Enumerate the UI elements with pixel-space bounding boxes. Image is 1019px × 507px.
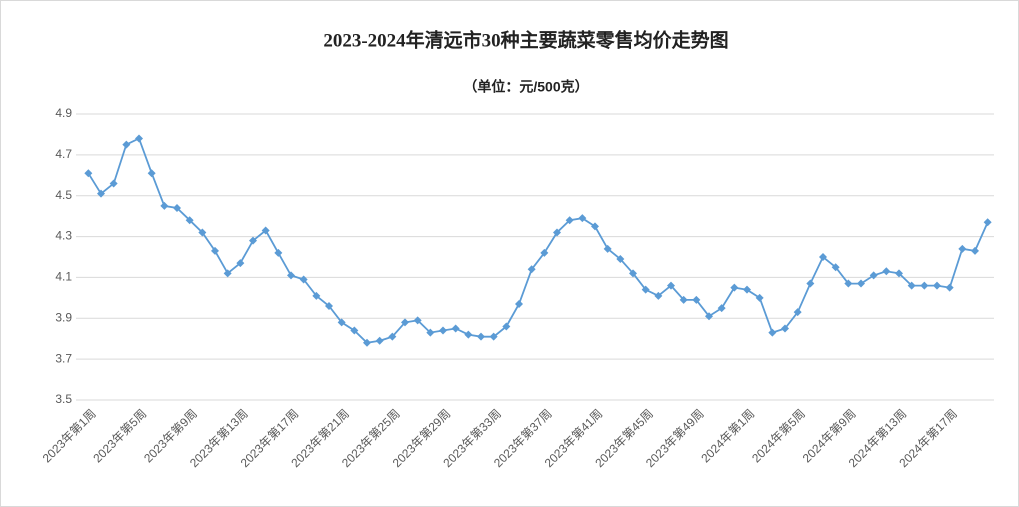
point-marker (198, 228, 207, 237)
point-marker (679, 295, 688, 304)
point-marker (211, 246, 219, 255)
point-marker (261, 226, 270, 235)
point-marker (882, 267, 891, 276)
point-marker (312, 291, 321, 300)
point-marker (553, 228, 561, 237)
point-marker (629, 269, 637, 278)
point-marker (806, 279, 815, 288)
point-marker (971, 246, 979, 255)
point-marker (565, 216, 574, 225)
y-tick-label: 4.1 (55, 270, 72, 284)
point-marker (667, 281, 675, 290)
point-marker (831, 263, 840, 272)
point-marker (122, 140, 131, 149)
point-marker (388, 332, 397, 341)
point-marker (375, 336, 384, 345)
point-marker (692, 295, 701, 304)
point-marker (730, 283, 739, 292)
point-marker (819, 253, 827, 261)
point-marker (958, 244, 967, 253)
point-marker (920, 281, 929, 290)
point-marker (97, 189, 105, 198)
point-marker (489, 332, 498, 341)
y-tick-label: 3.9 (55, 310, 72, 324)
point-marker (515, 299, 523, 308)
point-marker (160, 201, 169, 210)
point-marker (755, 293, 764, 302)
point-marker (325, 302, 333, 311)
point-marker (933, 281, 941, 290)
point-marker (287, 271, 295, 280)
point-marker (413, 316, 422, 325)
point-marker (907, 281, 916, 290)
point-marker (616, 255, 625, 264)
point-marker (363, 338, 371, 347)
point-marker (895, 269, 903, 278)
y-tick-label: 4.5 (55, 188, 72, 202)
y-tick-label: 4.9 (55, 106, 72, 120)
point-marker (337, 318, 346, 327)
y-tick-label: 3.7 (55, 351, 72, 365)
point-marker (299, 275, 308, 284)
point-marker (502, 322, 511, 331)
point-marker (185, 216, 194, 225)
point-marker (578, 214, 587, 223)
point-marker (540, 248, 549, 257)
point-marker (743, 285, 751, 294)
point-marker (983, 218, 992, 227)
point-marker (705, 312, 713, 321)
point-marker (223, 269, 232, 278)
point-marker (477, 332, 485, 341)
point-marker (844, 279, 853, 288)
point-marker (84, 169, 93, 178)
point-marker (717, 304, 726, 313)
y-tick-label: 4.7 (55, 147, 72, 161)
chart-title: 2023-2024年清远市30种主要蔬菜零售均价走势图 (323, 28, 728, 51)
point-marker (173, 203, 181, 212)
point-marker (857, 279, 865, 288)
point-marker (109, 179, 118, 188)
point-marker (426, 328, 435, 337)
point-marker (869, 271, 878, 280)
point-marker (654, 291, 663, 300)
point-marker (781, 324, 789, 333)
point-marker (464, 330, 473, 339)
point-marker (147, 169, 156, 178)
point-marker (401, 318, 409, 327)
point-marker (274, 248, 283, 257)
point-marker (451, 324, 460, 333)
point-marker (768, 328, 777, 337)
y-tick-label: 3.5 (55, 392, 72, 406)
point-marker (135, 134, 143, 143)
point-marker (641, 285, 650, 294)
point-marker (945, 283, 954, 292)
point-marker (350, 326, 359, 335)
point-marker (527, 265, 536, 274)
point-marker (603, 244, 612, 253)
point-marker (249, 236, 257, 245)
point-marker (439, 326, 447, 335)
point-marker (591, 222, 599, 231)
point-marker (793, 308, 802, 317)
y-tick-label: 4.3 (55, 229, 72, 243)
chart-subtitle: （单位：元/500克） (463, 79, 588, 95)
point-marker (236, 259, 245, 268)
